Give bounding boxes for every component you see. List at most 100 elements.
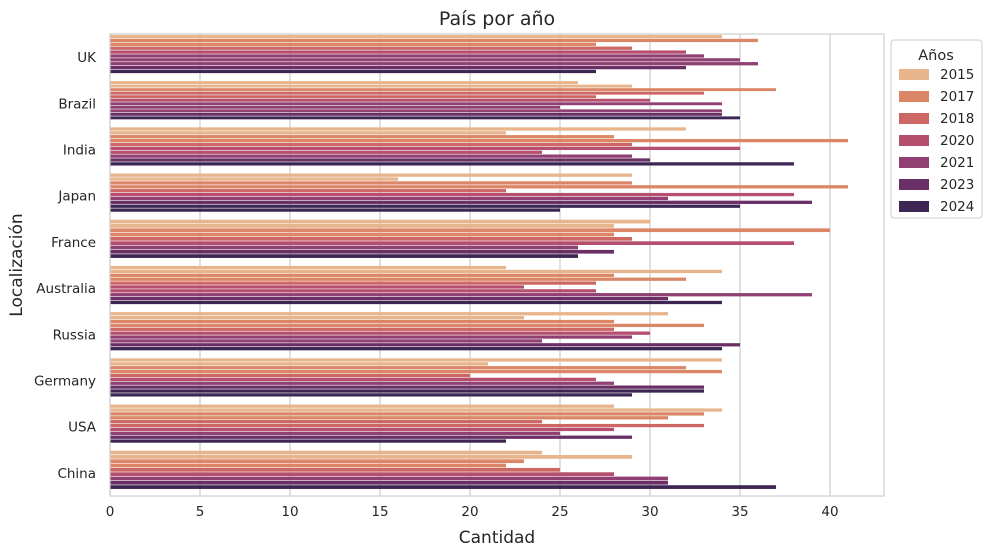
bar-brazil-2023-9	[110, 112, 722, 116]
bar-germany-2017-3	[110, 369, 722, 374]
legend-items: 2015 2017 2018 2020 2021 2023 2024	[899, 67, 974, 215]
y-tick-label: France	[51, 235, 96, 251]
bar-uk-2021-5	[110, 54, 704, 58]
bar-uk-2015-0	[110, 34, 722, 39]
bar-france-2015-0	[110, 219, 650, 224]
bar-germany-2017-2	[110, 366, 686, 370]
bar-india-2023-8	[110, 158, 650, 162]
bar-japan-2023-7	[110, 200, 812, 204]
bar-india-2018-4	[110, 142, 632, 147]
bar-china-2023-7	[110, 480, 668, 485]
bar-australia-2021-7	[110, 293, 812, 297]
bar-russia-2021-6	[110, 335, 632, 339]
bar-india-2017-3	[110, 138, 848, 143]
bar-india-2020-6	[110, 150, 542, 154]
bar-usa-2018-5	[110, 423, 704, 428]
bar-china-2015-0	[110, 450, 542, 455]
chart-title: País por año	[439, 8, 555, 30]
bar-france-2020-5	[110, 241, 794, 245]
bar-uk-2018-3	[110, 46, 632, 50]
x-axis-label: Cantidad	[459, 528, 535, 548]
bar-russia-2015-0	[110, 312, 668, 316]
bar-usa-2017-3	[110, 416, 668, 420]
bar-brazil-2021-7	[110, 105, 560, 109]
bar-china-2024-8	[110, 485, 776, 489]
legend-label: 2020	[940, 133, 974, 149]
legend-swatch-2023	[899, 179, 929, 190]
x-tick-label: 15	[371, 504, 388, 520]
bar-uk-2023-8	[110, 65, 686, 70]
bar-australia-2020-6	[110, 289, 596, 293]
bar-france-2021-6	[110, 245, 578, 250]
y-tick-label: Brazil	[58, 96, 96, 112]
bar-germany-2024-8	[110, 389, 704, 393]
bar-australia-2020-5	[110, 285, 524, 289]
bar-france-2015-1	[110, 224, 614, 228]
bar-uk-2020-4	[110, 50, 686, 54]
bar-australia-2023-8	[110, 296, 668, 301]
bar-brazil-2021-6	[110, 102, 722, 106]
bar-usa-2017-2	[110, 412, 704, 416]
bar-china-2018-4	[110, 467, 560, 472]
bar-uk-2017-2	[110, 42, 596, 46]
x-tick-label: 0	[106, 504, 115, 520]
bars	[110, 34, 848, 489]
bar-uk-2024-9	[110, 69, 596, 74]
legend-swatch-2020	[899, 135, 929, 146]
bar-uk-2021-7	[110, 62, 758, 66]
bar-germany-2015-0	[110, 358, 722, 362]
y-tick-label: UK	[77, 50, 97, 66]
legend-label: 2023	[940, 177, 974, 193]
bar-china-2020-5	[110, 472, 614, 476]
bar-germany-2015-1	[110, 362, 488, 366]
bar-russia-2023-8	[110, 343, 740, 347]
y-tick-label: Germany	[34, 374, 96, 390]
plot-frame	[109, 33, 885, 497]
bar-brazil-2020-5	[110, 98, 650, 102]
legend-box	[890, 39, 983, 219]
bar-china-2017-2	[110, 459, 524, 464]
bar-australia-2017-2	[110, 273, 614, 277]
bar-china-2021-6	[110, 476, 668, 481]
bar-uk-2017-1	[110, 38, 758, 43]
x-tick-label: 25	[551, 504, 568, 520]
legend-swatch-2024	[899, 201, 929, 212]
y-tick-label: Japan	[57, 189, 96, 205]
bar-brazil-2024-10	[110, 116, 740, 120]
bar-france-2017-3	[110, 232, 614, 237]
bar-japan-2024-8	[110, 204, 740, 208]
bar-australia-2024-9	[110, 300, 722, 305]
y-axis-label: Localización	[7, 213, 27, 316]
bar-france-2024-8	[110, 254, 578, 258]
x-tick-label: 10	[281, 504, 298, 520]
bar-japan-2015-0	[110, 173, 632, 177]
bar-russia-2015-1	[110, 316, 524, 320]
bar-china-2017-3	[110, 463, 506, 468]
bar-japan-2017-2	[110, 181, 632, 185]
bar-usa-2020-6	[110, 427, 614, 432]
bar-brazil-2015-0	[110, 81, 578, 85]
x-tick-label: 5	[196, 504, 205, 520]
bar-germany-2020-5	[110, 377, 596, 382]
bar-india-2017-2	[110, 135, 614, 139]
legend-label: 2015	[940, 67, 974, 83]
bar-india-2015-0	[110, 127, 686, 131]
bar-brazil-2018-3	[110, 91, 704, 95]
bar-germany-2021-6	[110, 381, 614, 385]
legend-label: 2021	[940, 155, 974, 171]
bar-russia-2017-3	[110, 323, 704, 328]
bar-china-2015-1	[110, 455, 632, 459]
legend-label: 2017	[940, 89, 974, 105]
bar-germany-2024-9	[110, 393, 632, 397]
bar-india-2020-5	[110, 146, 740, 151]
y-tick-label: USA	[68, 420, 97, 436]
bar-japan-2020-5	[110, 192, 794, 197]
bar-brazil-2018-4	[110, 95, 596, 99]
legend-swatch-2017	[899, 91, 929, 102]
y-tick-label: Australia	[36, 281, 96, 297]
bar-brazil-2015-1	[110, 84, 632, 88]
bar-usa-2024-9	[110, 439, 506, 443]
bar-australia-2015-0	[110, 265, 506, 270]
bar-france-2018-4	[110, 236, 632, 241]
bar-france-2017-2	[110, 228, 830, 233]
